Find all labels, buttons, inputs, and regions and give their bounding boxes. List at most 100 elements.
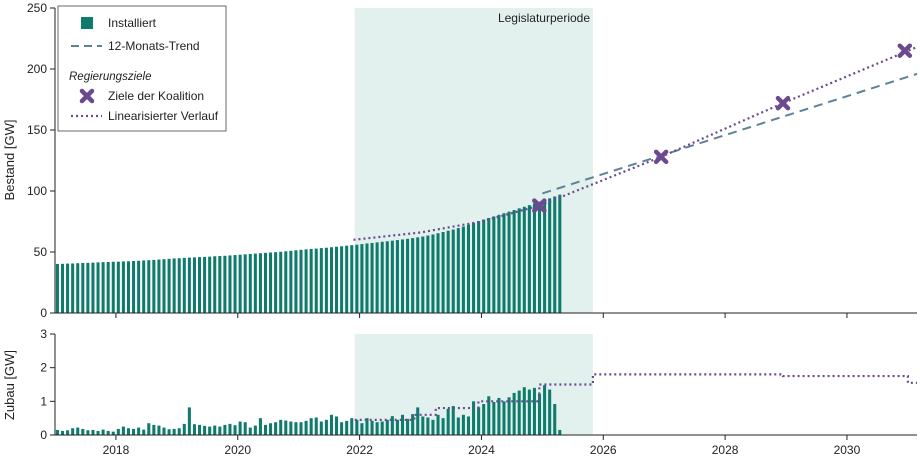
installed-bar bbox=[198, 257, 202, 313]
installed-bar bbox=[142, 260, 146, 313]
addition-bar bbox=[537, 393, 542, 435]
addition-bar bbox=[390, 416, 394, 435]
top-y-axis-label: Bestand [GW] bbox=[2, 120, 17, 201]
installed-bar bbox=[395, 240, 399, 313]
installed-bar bbox=[182, 257, 186, 313]
addition-bar bbox=[81, 428, 85, 435]
installed-bar bbox=[335, 246, 339, 313]
installed-bar bbox=[66, 263, 70, 313]
addition-bar bbox=[472, 401, 476, 435]
addition-bar bbox=[370, 420, 374, 435]
addition-bar bbox=[274, 422, 278, 435]
installed-bar bbox=[436, 233, 440, 313]
target-marker-stroke bbox=[79, 88, 95, 104]
addition-bar bbox=[248, 427, 252, 435]
legend-target-marker bbox=[79, 88, 95, 104]
addition-bar bbox=[416, 407, 420, 435]
installed-bar bbox=[380, 241, 384, 313]
legend-linear-label: Linearisierter Verlauf bbox=[108, 109, 219, 123]
addition-bar bbox=[284, 420, 288, 435]
addition-bar bbox=[253, 425, 257, 435]
addition-bar bbox=[86, 430, 90, 435]
addition-bar bbox=[395, 419, 399, 435]
installed-bar bbox=[517, 208, 521, 313]
addition-bar bbox=[340, 422, 344, 435]
addition-bar bbox=[441, 418, 445, 435]
addition-bar bbox=[299, 422, 303, 435]
installed-bar bbox=[177, 258, 181, 313]
installed-bar bbox=[294, 250, 298, 313]
target-markers bbox=[532, 43, 913, 213]
addition-bar bbox=[121, 426, 125, 435]
installed-bar bbox=[258, 253, 262, 313]
addition-bar bbox=[162, 427, 166, 435]
installed-bar bbox=[441, 231, 445, 313]
installed-bar bbox=[299, 249, 303, 313]
installed-bar bbox=[106, 262, 110, 313]
addition-bar bbox=[335, 416, 339, 435]
addition-bar bbox=[426, 417, 430, 435]
installed-bar bbox=[309, 248, 313, 313]
installed-bar bbox=[421, 236, 425, 313]
installed-bar bbox=[487, 217, 491, 313]
addition-bar bbox=[106, 430, 110, 435]
target-marker-stroke bbox=[775, 95, 791, 111]
installed-bar bbox=[71, 263, 75, 313]
installed-bar bbox=[55, 263, 59, 313]
addition-bar bbox=[548, 389, 552, 435]
installed-bar bbox=[86, 262, 90, 313]
addition-bar bbox=[497, 397, 501, 435]
installed-bar bbox=[340, 246, 344, 313]
addition-bar bbox=[137, 427, 141, 435]
legend-installed-swatch bbox=[81, 17, 93, 29]
installed-bar bbox=[553, 196, 557, 313]
addition-bar bbox=[218, 426, 222, 435]
addition-bar bbox=[192, 424, 196, 435]
installed-bar bbox=[279, 251, 283, 313]
addition-bar bbox=[324, 419, 328, 435]
addition-bar bbox=[451, 406, 455, 435]
addition-bar bbox=[55, 429, 59, 435]
installed-bars bbox=[55, 194, 562, 313]
target-marker bbox=[653, 149, 669, 165]
bottom-y-tick-label: 3 bbox=[40, 327, 47, 341]
installed-bar bbox=[228, 255, 232, 313]
bottom-x-tick-label: 2024 bbox=[468, 443, 495, 457]
addition-bar bbox=[187, 407, 191, 435]
addition-bar bbox=[203, 425, 207, 435]
installed-bar bbox=[91, 262, 95, 313]
addition-bar bbox=[411, 414, 415, 435]
addition-bar bbox=[157, 425, 161, 435]
target-marker bbox=[775, 95, 791, 111]
installed-bar bbox=[289, 250, 293, 313]
legend-installed-label: Installiert bbox=[108, 16, 157, 30]
bottom-x-tick-label: 2020 bbox=[224, 443, 251, 457]
addition-bar bbox=[543, 385, 547, 435]
addition-bar bbox=[243, 422, 247, 435]
addition-bar bbox=[477, 407, 481, 435]
addition-bar bbox=[182, 423, 186, 435]
installed-bar bbox=[132, 261, 136, 313]
addition-bar bbox=[461, 414, 465, 435]
addition-bar bbox=[101, 429, 105, 435]
addition-bar bbox=[522, 387, 526, 435]
top-y-tick-label: 50 bbox=[34, 245, 48, 259]
installed-bar bbox=[507, 211, 511, 313]
installed-bar bbox=[426, 235, 430, 313]
installed-bar bbox=[137, 260, 141, 313]
installed-bar bbox=[263, 252, 268, 313]
series-lines bbox=[353, 46, 918, 421]
addition-bar bbox=[66, 430, 70, 435]
addition-bar bbox=[360, 423, 364, 435]
top-y-tick-label: 150 bbox=[27, 123, 47, 137]
addition-bar bbox=[380, 421, 384, 435]
addition-bar bbox=[111, 431, 115, 435]
addition-bar bbox=[233, 425, 237, 435]
addition-bar bbox=[527, 389, 531, 435]
installed-bar bbox=[304, 249, 308, 313]
installed-bar bbox=[284, 251, 288, 313]
installed-bar bbox=[502, 213, 506, 313]
addition-bar bbox=[456, 417, 460, 435]
installed-bar bbox=[121, 261, 125, 313]
